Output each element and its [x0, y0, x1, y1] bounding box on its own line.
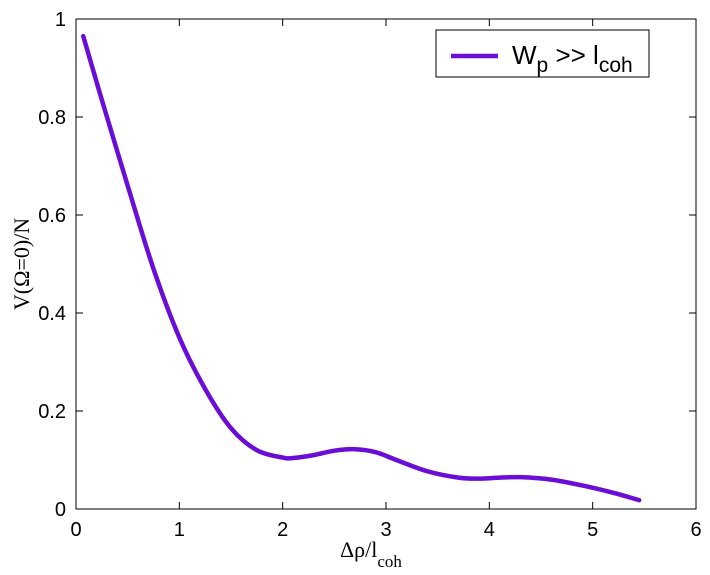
legend-label-w: W	[512, 40, 537, 70]
x-tick-label: 1	[174, 519, 185, 541]
series-line	[80, 33, 642, 503]
x-tick-label: 4	[484, 519, 495, 541]
legend-label-w-sub: p	[537, 54, 549, 77]
plot-area	[75, 18, 697, 510]
axis-tick-labels: 0 1 2 3 4 5 6 0 0.2 0.4 0.6 0.8 1	[38, 9, 701, 541]
y-tick-label: 0.4	[38, 303, 66, 325]
legend: Wp >> lcoh	[435, 29, 650, 78]
legend-label-op: >> l	[548, 40, 599, 70]
x-tick-label: 6	[690, 519, 701, 541]
y-tick-label: 0.6	[38, 205, 66, 227]
legend-box	[435, 29, 650, 78]
x-tick-label: 3	[380, 519, 391, 541]
axis-ticks	[75, 18, 697, 510]
y-tick-label: 0.2	[38, 401, 66, 423]
x-axis-title-sub: coh	[377, 552, 402, 571]
y-tick-label: 0.8	[38, 107, 66, 129]
y-tick-label: 1	[55, 9, 66, 31]
y-tick-label: 0	[55, 499, 66, 521]
y-axis-title: V(Ω=0)/N	[9, 218, 34, 310]
x-axis-title-main: Δρ/l	[340, 537, 377, 562]
legend-label: Wp >> lcoh	[512, 40, 633, 77]
x-tick-label: 5	[587, 519, 598, 541]
x-tick-label: 0	[70, 519, 81, 541]
x-tick-label: 2	[277, 519, 288, 541]
legend-label-l-sub: coh	[599, 54, 633, 77]
x-axis-title: Δρ/lcoh	[340, 537, 402, 571]
